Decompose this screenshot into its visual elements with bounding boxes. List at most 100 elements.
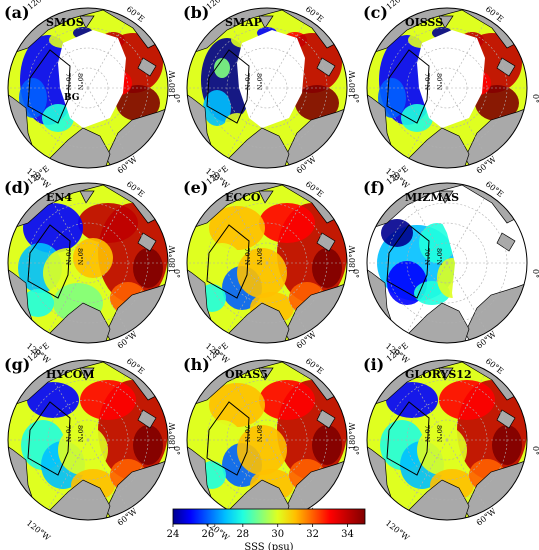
land-mass bbox=[258, 367, 274, 381]
meridian-line bbox=[446, 262, 488, 333]
latitude-label: 80°N bbox=[435, 248, 443, 266]
latitude-label: 70°N bbox=[243, 73, 251, 91]
panel-letter: (d) bbox=[4, 178, 30, 197]
salinity-blob bbox=[73, 238, 113, 278]
land-mass bbox=[438, 190, 454, 204]
map-border bbox=[7, 182, 169, 344]
panel-title: GLORYS12 bbox=[405, 368, 472, 381]
meridian-line bbox=[266, 439, 308, 510]
land-mass bbox=[258, 15, 274, 29]
panel-letter: (i) bbox=[363, 355, 384, 374]
beaufort-gyre-box bbox=[386, 401, 430, 476]
salinity-blob bbox=[381, 219, 413, 247]
latitude-label: 70°N bbox=[423, 425, 431, 443]
meridian-line bbox=[226, 18, 268, 89]
longitude-label: 0° bbox=[172, 269, 181, 278]
longitude-label: 120°W bbox=[384, 518, 412, 542]
meridian-line bbox=[87, 87, 129, 158]
latitude-label: 80°N bbox=[435, 73, 443, 91]
panel-title: MIZMAS bbox=[405, 191, 459, 204]
colorbar-tick-label: 28 bbox=[236, 529, 249, 540]
meridian-line bbox=[226, 262, 268, 333]
salinity-field bbox=[21, 380, 168, 501]
meridian-line bbox=[406, 87, 448, 158]
land-mass bbox=[79, 367, 95, 381]
map-panel: 70°N 80°N120°E60°E180°W0°120°W60°W(i)GLOR… bbox=[348, 341, 539, 543]
salinity-blob bbox=[78, 203, 138, 243]
meridian-line bbox=[266, 18, 308, 89]
salinity-field bbox=[198, 203, 347, 324]
panel-letter: (g) bbox=[4, 355, 30, 374]
longitude-label: 0° bbox=[531, 94, 539, 103]
map-border bbox=[186, 182, 348, 344]
salinity-blob bbox=[58, 425, 108, 475]
colorbar-tick-label: 34 bbox=[341, 529, 354, 540]
latitude-label: 70°N bbox=[243, 248, 251, 266]
panel-letter: (h) bbox=[183, 355, 210, 374]
beaufort-gyre-box bbox=[206, 401, 250, 476]
panel-title: ECCO bbox=[225, 191, 261, 204]
longitude-label: 120°W bbox=[25, 518, 53, 542]
beaufort-gyre-box bbox=[27, 224, 71, 299]
meridian-line bbox=[446, 439, 488, 510]
meridian-line bbox=[47, 193, 89, 264]
longitude-label: 180°W bbox=[168, 422, 177, 450]
beaufort-gyre-box bbox=[206, 49, 250, 124]
salinity-blob bbox=[417, 425, 467, 475]
land-mass bbox=[316, 409, 336, 429]
beaufort-gyre-box bbox=[206, 224, 250, 299]
meridian-line bbox=[406, 18, 448, 89]
salinity-blob bbox=[237, 248, 287, 298]
meridian-line bbox=[87, 262, 129, 333]
latitude-label: 80°N bbox=[76, 425, 84, 443]
panel-title: SMOS bbox=[46, 16, 84, 29]
land-mass bbox=[316, 57, 336, 77]
meridian-line bbox=[47, 262, 89, 333]
longitude-label: 180°W bbox=[168, 70, 177, 98]
land-mass bbox=[496, 57, 516, 77]
map-border bbox=[366, 359, 528, 521]
panel-letter: (a) bbox=[4, 3, 30, 22]
meridian-line bbox=[87, 18, 129, 89]
meridian-line bbox=[406, 262, 448, 333]
longitude-label: 0° bbox=[351, 94, 360, 103]
meridian-line bbox=[47, 18, 89, 89]
panel-title: SMAP bbox=[225, 16, 262, 29]
colorbar-gradient bbox=[172, 508, 366, 525]
region-label-bg: BG bbox=[64, 93, 79, 103]
salinity-blob bbox=[259, 203, 315, 243]
meridian-line bbox=[406, 193, 448, 264]
panel-letter: (f) bbox=[363, 178, 385, 197]
meridian-line bbox=[406, 439, 448, 510]
meridian-line bbox=[406, 370, 448, 441]
map-panel: 70°N80°N120°E60°E180°W0°120°W60°WBG(a)SM… bbox=[4, 0, 181, 191]
panel-title: ORAS5 bbox=[225, 368, 268, 381]
panel-title: EN4 bbox=[46, 191, 72, 204]
latitude-label: 70°N bbox=[64, 73, 72, 91]
land-mass bbox=[79, 15, 95, 29]
meridian-line bbox=[266, 87, 308, 158]
salinity-blob bbox=[27, 382, 79, 418]
beaufort-gyre-box bbox=[27, 401, 71, 476]
land-mass bbox=[137, 57, 157, 77]
latitude-label: 70°N bbox=[243, 425, 251, 443]
longitude-label: 0° bbox=[531, 269, 539, 278]
colorbar-label: SSS (psu) bbox=[244, 542, 293, 550]
land-mass bbox=[496, 232, 516, 252]
meridian-line bbox=[446, 193, 488, 264]
salinity-blob bbox=[237, 425, 287, 475]
salinity-blob bbox=[80, 380, 136, 420]
colorbar-tick-label: 24 bbox=[167, 529, 180, 540]
meridian-line bbox=[446, 87, 488, 158]
longitude-label: 180°W bbox=[168, 245, 177, 273]
map-border bbox=[186, 7, 348, 169]
panel-letter: (c) bbox=[363, 3, 388, 22]
salinity-blob bbox=[386, 382, 438, 418]
colorbar-tick-label: 26 bbox=[202, 529, 215, 540]
colorbar: 24 26 28 30 32 34 SSS (psu) bbox=[167, 508, 366, 550]
meridian-line bbox=[47, 370, 89, 441]
meridian-line bbox=[226, 439, 268, 510]
map-border bbox=[366, 7, 528, 169]
